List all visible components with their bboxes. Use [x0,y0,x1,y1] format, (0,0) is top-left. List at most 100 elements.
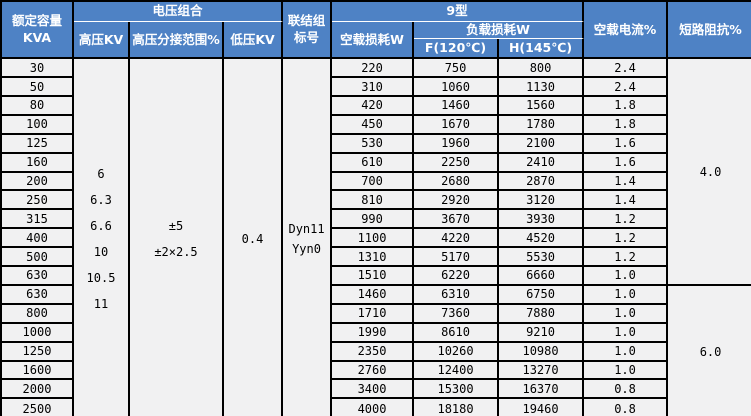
load-loss-f120-cell: 4220 [414,229,500,249]
no-load-current-cell: 1.4 [584,172,669,192]
load-loss-h145-cell: 6660 [499,267,585,286]
table-row: 315 990 3670 3930 1.2 [2,210,751,230]
table-row: 1600 2760 12400 13270 1.0 [2,361,751,381]
no-load-loss-cell: 1510 [332,267,415,286]
table-body: 30 6 6.3 6.6 10 10.5 11 ±5 ±2×2.5 0.4 Dyn11 … [2,59,751,416]
header-hv: 高压KV [74,22,130,60]
load-loss-h145-cell: 16370 [499,380,585,400]
load-loss-h145-cell: 2870 [499,172,585,192]
capacity-cell: 80 [2,97,74,116]
capacity-cell: 160 [2,153,74,173]
load-loss-h145-cell: 5530 [499,248,585,268]
no-load-current-cell: 1.8 [584,97,669,116]
no-load-loss-cell: 700 [332,172,415,192]
load-loss-h145-cell: 19460 [499,399,585,416]
capacity-cell: 1600 [2,361,74,381]
table-row: 1250 2350 10260 10980 1.0 [2,342,751,362]
header-no-load-current: 空载电流% [584,2,669,60]
load-loss-f120-cell: 18180 [414,399,500,416]
no-load-loss-cell: 310 [332,78,415,98]
load-loss-h145-cell: 1130 [499,78,585,98]
load-loss-f120-cell: 2250 [414,153,500,173]
no-load-current-cell: 1.0 [584,361,669,381]
no-load-loss-cell: 420 [332,97,415,116]
load-loss-f120-cell: 1060 [414,78,500,98]
load-loss-f120-cell: 1670 [414,115,500,135]
no-load-current-cell: 1.0 [584,285,669,305]
load-loss-f120-cell: 2920 [414,191,500,211]
table-row: 50 310 1060 1130 2.4 [2,78,751,98]
load-loss-h145-cell: 1560 [499,97,585,116]
load-loss-f120-cell: 3670 [414,210,500,230]
capacity-cell: 250 [2,191,74,211]
no-load-current-cell: 1.0 [584,304,669,324]
no-load-loss-cell: 2760 [332,361,415,381]
no-load-current-cell: 1.0 [584,342,669,362]
no-load-current-cell: 1.2 [584,248,669,268]
header-row-2: 高压KV 高压分接范围% 低压KV 空载损耗W 负载损耗W [2,22,751,60]
table-row: 2500 4000 18180 19460 0.8 [2,399,751,416]
load-loss-f120-cell: 750 [414,59,500,79]
capacity-cell: 630 [2,267,74,286]
header-lv: 低压KV [224,22,284,60]
load-loss-h145-cell: 3930 [499,210,585,230]
table-row: 250 810 2920 3120 1.4 [2,191,751,211]
load-loss-h145-cell: 6750 [499,285,585,305]
capacity-cell: 125 [2,134,74,154]
hv-values-cell: 6 6.3 6.6 10 10.5 11 [74,59,130,416]
vector-group-cell: Dyn11 Yyn0 [283,59,333,416]
load-loss-h145-cell: 7880 [499,304,585,324]
no-load-loss-cell: 220 [332,59,415,79]
load-loss-f120-cell: 2680 [414,172,500,192]
table-row: 200 700 2680 2870 1.4 [2,172,751,192]
table-row: 500 1310 5170 5530 1.2 [2,248,751,268]
load-loss-f120-cell: 7360 [414,304,500,324]
load-loss-h145-cell: 1780 [499,115,585,135]
load-loss-f120-cell: 1960 [414,134,500,154]
load-loss-f120-cell: 12400 [414,361,500,381]
no-load-loss-cell: 990 [332,210,415,230]
table-row: 1000 1990 8610 9210 1.0 [2,323,751,343]
load-loss-h145-cell: 4520 [499,229,585,249]
load-loss-h145-cell: 2100 [499,134,585,154]
no-load-current-cell: 1.2 [584,229,669,249]
tap-range-cell: ±5 ±2×2.5 [130,59,224,416]
header-row-1: 额定容量 KVA 电压组合 联结组标号 9型 空载电流% 短路阻抗% [2,2,751,60]
capacity-cell: 50 [2,78,74,98]
no-load-current-cell: 2.4 [584,59,669,79]
table-row: 125 530 1960 2100 1.6 [2,134,751,154]
table-row: 630 1510 6220 6660 1.0 [2,267,751,286]
no-load-loss-cell: 1460 [332,285,415,305]
capacity-cell: 400 [2,229,74,249]
no-load-current-cell: 1.6 [584,153,669,173]
capacity-cell: 800 [2,304,74,324]
no-load-loss-cell: 2350 [332,342,415,362]
capacity-cell: 315 [2,210,74,230]
load-loss-f120-cell: 5170 [414,248,500,268]
table-row: 30 6 6.3 6.6 10 10.5 11 ±5 ±2×2.5 0.4 Dyn11 … [2,59,751,416]
table-header: 额定容量 KVA 电压组合 联结组标号 9型 空载电流% 短路阻抗% 高压KV … [2,2,751,60]
load-loss-f120-cell: 6220 [414,267,500,286]
impedance-cell: 6.0 [699,345,722,360]
no-load-loss-cell: 1990 [332,323,415,343]
capacity-cell: 630 [2,285,74,305]
load-loss-f120-cell: 15300 [414,380,500,400]
capacity-cell: 2000 [2,380,74,400]
table-row: 80 420 1460 1560 1.8 [2,97,751,116]
no-load-loss-cell: 1310 [332,248,415,268]
table-row: 400 1100 4220 4520 1.2 [2,229,751,249]
capacity-cell: 200 [2,172,74,192]
table-row: 160 610 2250 2410 1.6 [2,153,751,173]
no-load-current-cell: 1.8 [584,115,669,135]
no-load-loss-cell: 810 [332,191,415,211]
load-loss-h145-cell: 10980 [499,342,585,362]
no-load-current-cell: 1.0 [584,267,669,286]
capacity-cell: 100 [2,115,74,135]
capacity-cell: 500 [2,248,74,268]
no-load-current-cell: 0.8 [584,380,669,400]
load-loss-f120-cell: 8610 [414,323,500,343]
header-type9: 9型 [332,2,585,22]
header-impedance: 短路阻抗% [668,2,751,60]
load-loss-h145-cell: 3120 [499,191,585,211]
